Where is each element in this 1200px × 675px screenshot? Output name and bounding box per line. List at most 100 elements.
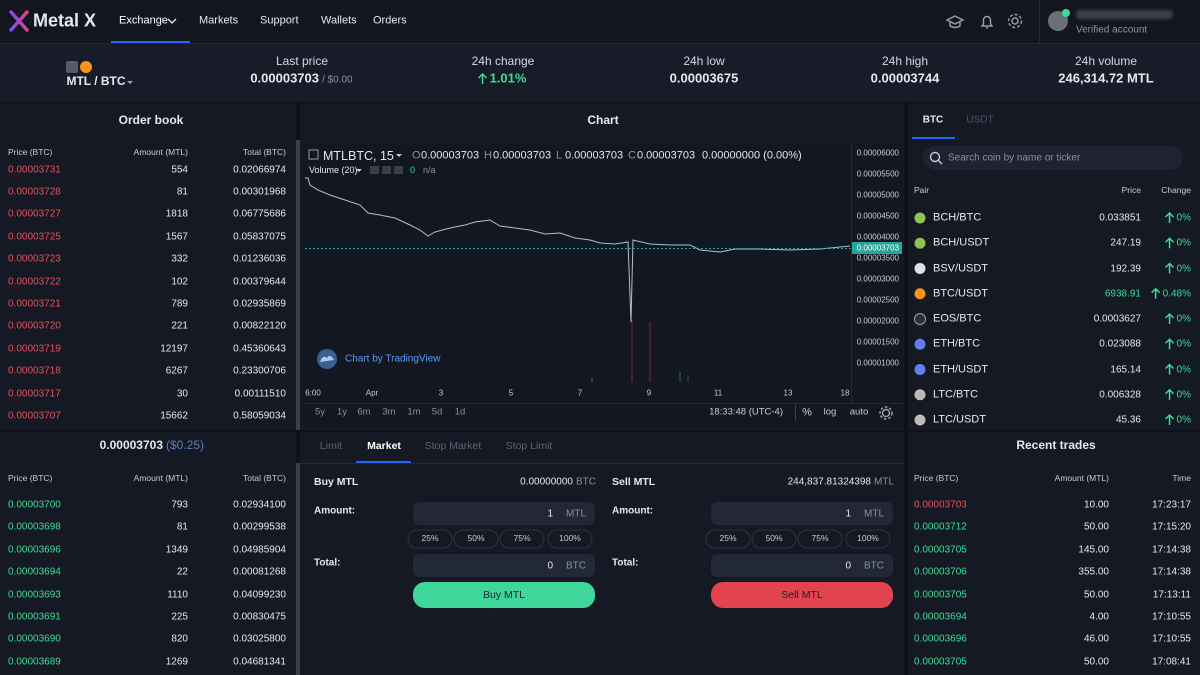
market-pair[interactable]: ETH/BTC [933,337,981,350]
coin-icon [914,288,926,300]
percent-button [845,529,891,549]
stat-label: 24h volume [1074,54,1138,69]
amount-value[interactable]: 1 [845,508,851,520]
stat-value: 246,314.72 MTL [1058,70,1154,86]
bid-price[interactable]: 0.00003696 [8,544,61,556]
ask-total: 0.01236036 [233,253,286,265]
nav-link[interactable]: Wallets [321,14,357,27]
ask-price[interactable]: 0.00003725 [8,231,61,243]
chart-option[interactable]: log [823,406,837,418]
price-axis-label: 0.00003500 [856,253,899,263]
order-type-tab[interactable]: Market [367,439,401,452]
bid-price[interactable]: 0.00003698 [8,521,61,533]
range-button[interactable]: 3m [382,406,396,418]
percent-button-label[interactable]: 25% [719,533,737,544]
order-type-tab[interactable]: Limit [319,439,343,452]
column-header: Change [1161,185,1191,196]
ask-price[interactable]: 0.00003707 [8,410,61,422]
market-tab[interactable]: BTC [922,114,944,126]
percent-button-label[interactable]: 50% [765,533,783,544]
order-type-tab[interactable]: Stop Market [424,439,482,452]
total-value[interactable]: 0 [547,560,553,572]
nav-link[interactable]: Orders [373,14,407,27]
submit-button-label[interactable]: Sell MTL [781,588,823,601]
chart-change: 0.00000000 (0.00%) [702,149,802,162]
range-button[interactable]: 1y [336,406,348,418]
ask-price[interactable]: 0.00003731 [8,163,61,175]
arrow-up-icon [1165,262,1175,274]
ask-price[interactable]: 0.00003717 [8,387,61,399]
market-pair[interactable]: LTC/BTC [933,388,979,401]
percent-button-label[interactable]: 100% [857,533,879,544]
arrow-up-icon [1165,338,1175,350]
market-pair[interactable]: BTC/USDT [933,287,988,300]
percent-button-label[interactable]: 75% [513,533,531,544]
trade-price: 0.00003696 [914,633,967,645]
field-label: Amount: [612,505,654,517]
search-box[interactable] [923,146,1183,170]
market-change: 0% [1176,212,1191,224]
bid-price[interactable]: 0.00003689 [8,656,61,668]
percent-button-label[interactable]: 100% [559,533,581,544]
ask-price[interactable]: 0.00003719 [8,343,61,355]
order-type-tab[interactable]: Stop Limit [505,439,553,452]
ask-price[interactable]: 0.00003723 [8,253,61,265]
ask-price[interactable]: 0.00003721 [8,298,61,310]
panel-title: Recent trades [1016,438,1096,453]
nav-link[interactable]: Support [260,14,299,27]
total-value[interactable]: 0 [845,560,851,572]
ask-price[interactable]: 0.00003727 [8,208,61,220]
bid-price[interactable]: 0.00003690 [8,633,61,645]
range-button[interactable]: 5y [314,406,326,418]
bid-price[interactable]: 0.00003691 [8,611,61,623]
bid-amount: 225 [171,611,188,623]
percent-button-label[interactable]: 25% [421,533,439,544]
bid-price[interactable]: 0.00003700 [8,499,61,511]
ohlc-key: O [412,149,421,162]
bid-price[interactable]: 0.00003693 [8,588,61,600]
ask-total: 0.02935869 [233,298,286,310]
trade-amount: 50.00 [1083,656,1109,668]
ask-price[interactable]: 0.00003718 [8,365,61,377]
percent-button-label[interactable]: 50% [467,533,485,544]
available-balance: 244,837.81324398 [787,476,871,488]
nav-link[interactable]: Markets [199,14,239,27]
range-button[interactable]: 1d [454,406,466,418]
pair-selector[interactable]: MTL / BTC [66,74,126,89]
market-price: 247.19 [1110,237,1141,249]
market-price: 165.14 [1110,363,1141,375]
market-pair[interactable]: BCH/BTC [933,211,982,224]
coin-icon [914,364,926,375]
bid-price[interactable]: 0.00003694 [8,566,61,578]
arrow-up-icon [1165,237,1175,249]
chart-option[interactable]: % [802,406,812,419]
trade-price: 0.00003694 [914,611,967,623]
nav-link[interactable]: Exchange [119,14,168,27]
market-pair[interactable]: LTC/USDT [933,413,986,426]
ask-price[interactable]: 0.00003720 [8,320,61,332]
percent-button-label[interactable]: 75% [811,533,829,544]
market-pair[interactable]: BCH/USDT [933,236,990,249]
range-button[interactable]: 6m [357,406,371,418]
chart-option[interactable]: auto [849,406,869,418]
search-placeholder[interactable]: Search coin by name or ticker [948,152,1081,164]
market-pair[interactable]: BSV/USDT [933,262,989,275]
coin-icon [914,313,926,325]
ticker-bar [0,44,1200,102]
range-button[interactable]: 1m [407,406,421,418]
ask-price[interactable]: 0.00003728 [8,186,61,198]
chart-symbol[interactable]: MTLBTC, 15 [323,148,394,163]
balance-unit: BTC [576,476,596,488]
amount-value[interactable]: 1 [547,508,553,520]
market-pair[interactable]: EOS/BTC [933,312,982,325]
market-pair[interactable]: ETH/USDT [933,363,988,376]
market-tab[interactable]: USDT [966,114,994,126]
ask-price[interactable]: 0.00003722 [8,275,61,287]
stat-label: Last price [275,54,329,69]
coin-icon [914,212,926,224]
arrow-up-icon [1165,413,1175,425]
submit-button-label[interactable]: Buy MTL [482,588,526,601]
range-button[interactable]: 5d [431,406,443,418]
arrow-up-icon [1151,287,1161,299]
chart-credit[interactable]: Chart by TradingView [345,353,441,365]
